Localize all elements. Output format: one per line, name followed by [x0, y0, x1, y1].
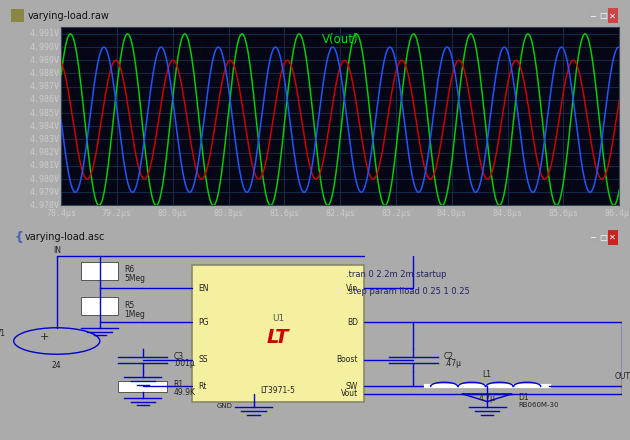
Text: .step param Iload 0.25 1 0.25: .step param Iload 0.25 1 0.25 [346, 287, 469, 296]
Text: V1: V1 [0, 329, 6, 338]
Text: 24: 24 [52, 361, 62, 370]
Text: Vout: Vout [341, 389, 358, 399]
Text: 4.991V: 4.991V [30, 29, 59, 38]
Text: RB060M-30: RB060M-30 [518, 402, 558, 408]
Text: 85.6μs: 85.6μs [549, 209, 578, 218]
Text: Vin: Vin [346, 283, 358, 293]
Text: 81.6μs: 81.6μs [270, 209, 299, 218]
Text: LT3971-5: LT3971-5 [261, 386, 295, 395]
Text: Rt: Rt [198, 382, 207, 391]
Text: 84.8μs: 84.8μs [493, 209, 523, 218]
Bar [608, 230, 617, 245]
Text: Boost: Boost [336, 356, 358, 364]
Text: 4.983V: 4.983V [30, 135, 59, 144]
Bar [81, 261, 118, 280]
Text: 83.2μs: 83.2μs [381, 209, 411, 218]
Text: .47µ: .47µ [444, 359, 461, 368]
Text: 4.986V: 4.986V [30, 95, 59, 104]
Bar [118, 381, 168, 392]
Text: .tran 0 2.2m 2m startup: .tran 0 2.2m 2m startup [346, 270, 446, 279]
Text: 4.982V: 4.982V [30, 148, 59, 157]
Text: {: { [15, 231, 24, 244]
Text: 84.0μs: 84.0μs [437, 209, 467, 218]
Text: D1: D1 [518, 393, 529, 402]
Text: 79.2μs: 79.2μs [102, 209, 132, 218]
Text: V(out): V(out) [322, 33, 358, 46]
Text: ✕: ✕ [609, 233, 616, 242]
Text: ─: ─ [590, 11, 595, 20]
Text: 4.984V: 4.984V [30, 122, 59, 131]
Text: R5: R5 [124, 301, 135, 310]
Text: 80.0μs: 80.0μs [158, 209, 188, 218]
Text: BD: BD [347, 318, 358, 326]
Text: R6: R6 [124, 264, 135, 274]
Text: LT: LT [267, 328, 289, 347]
Text: 4.987V: 4.987V [30, 82, 59, 91]
Text: 82.4μs: 82.4μs [325, 209, 355, 218]
Text: PG: PG [198, 318, 209, 326]
Text: varying-load.asc: varying-load.asc [25, 232, 105, 242]
Text: R1: R1 [174, 380, 184, 389]
Text: L1: L1 [483, 370, 491, 379]
Text: SS: SS [198, 356, 208, 364]
Text: GND: GND [217, 403, 232, 410]
Text: □: □ [599, 233, 607, 242]
Text: 5Meg: 5Meg [124, 274, 146, 283]
Bar [11, 9, 24, 22]
Text: 4.989V: 4.989V [30, 56, 59, 65]
Text: 4.7µ: 4.7µ [479, 394, 496, 403]
Text: IN: IN [53, 246, 60, 255]
Text: 4.980V: 4.980V [30, 175, 59, 183]
Bar [588, 8, 598, 23]
Text: 49.9K: 49.9K [174, 388, 195, 396]
Text: 80.8μs: 80.8μs [214, 209, 244, 218]
Bar [192, 265, 364, 402]
Text: 4.990V: 4.990V [30, 43, 59, 51]
Bar [608, 8, 617, 23]
Text: EN: EN [198, 283, 209, 293]
Text: 4.981V: 4.981V [30, 161, 59, 170]
Text: U1: U1 [272, 314, 284, 323]
Bar [588, 230, 598, 245]
Text: varying-load.raw: varying-load.raw [27, 11, 109, 21]
Text: 4.985V: 4.985V [30, 109, 59, 117]
Text: 4.988V: 4.988V [30, 69, 59, 78]
Text: C3: C3 [174, 352, 184, 361]
Bar [598, 8, 608, 23]
Bar [81, 297, 118, 315]
Text: 4.978V: 4.978V [30, 201, 59, 210]
Text: 4.979V: 4.979V [30, 188, 59, 197]
Text: 86.4μs: 86.4μs [604, 209, 630, 218]
Bar [598, 230, 608, 245]
Text: OUT: OUT [614, 372, 630, 381]
Text: SW: SW [346, 382, 358, 391]
Text: □: □ [599, 11, 607, 20]
Text: ─: ─ [590, 233, 595, 242]
Text: .001µ: .001µ [174, 359, 195, 368]
Text: ✕: ✕ [609, 11, 616, 20]
Text: +: + [40, 332, 49, 342]
Text: 78.4μs: 78.4μs [46, 209, 76, 218]
Text: 1Meg: 1Meg [124, 310, 146, 319]
Text: C2: C2 [444, 352, 454, 361]
